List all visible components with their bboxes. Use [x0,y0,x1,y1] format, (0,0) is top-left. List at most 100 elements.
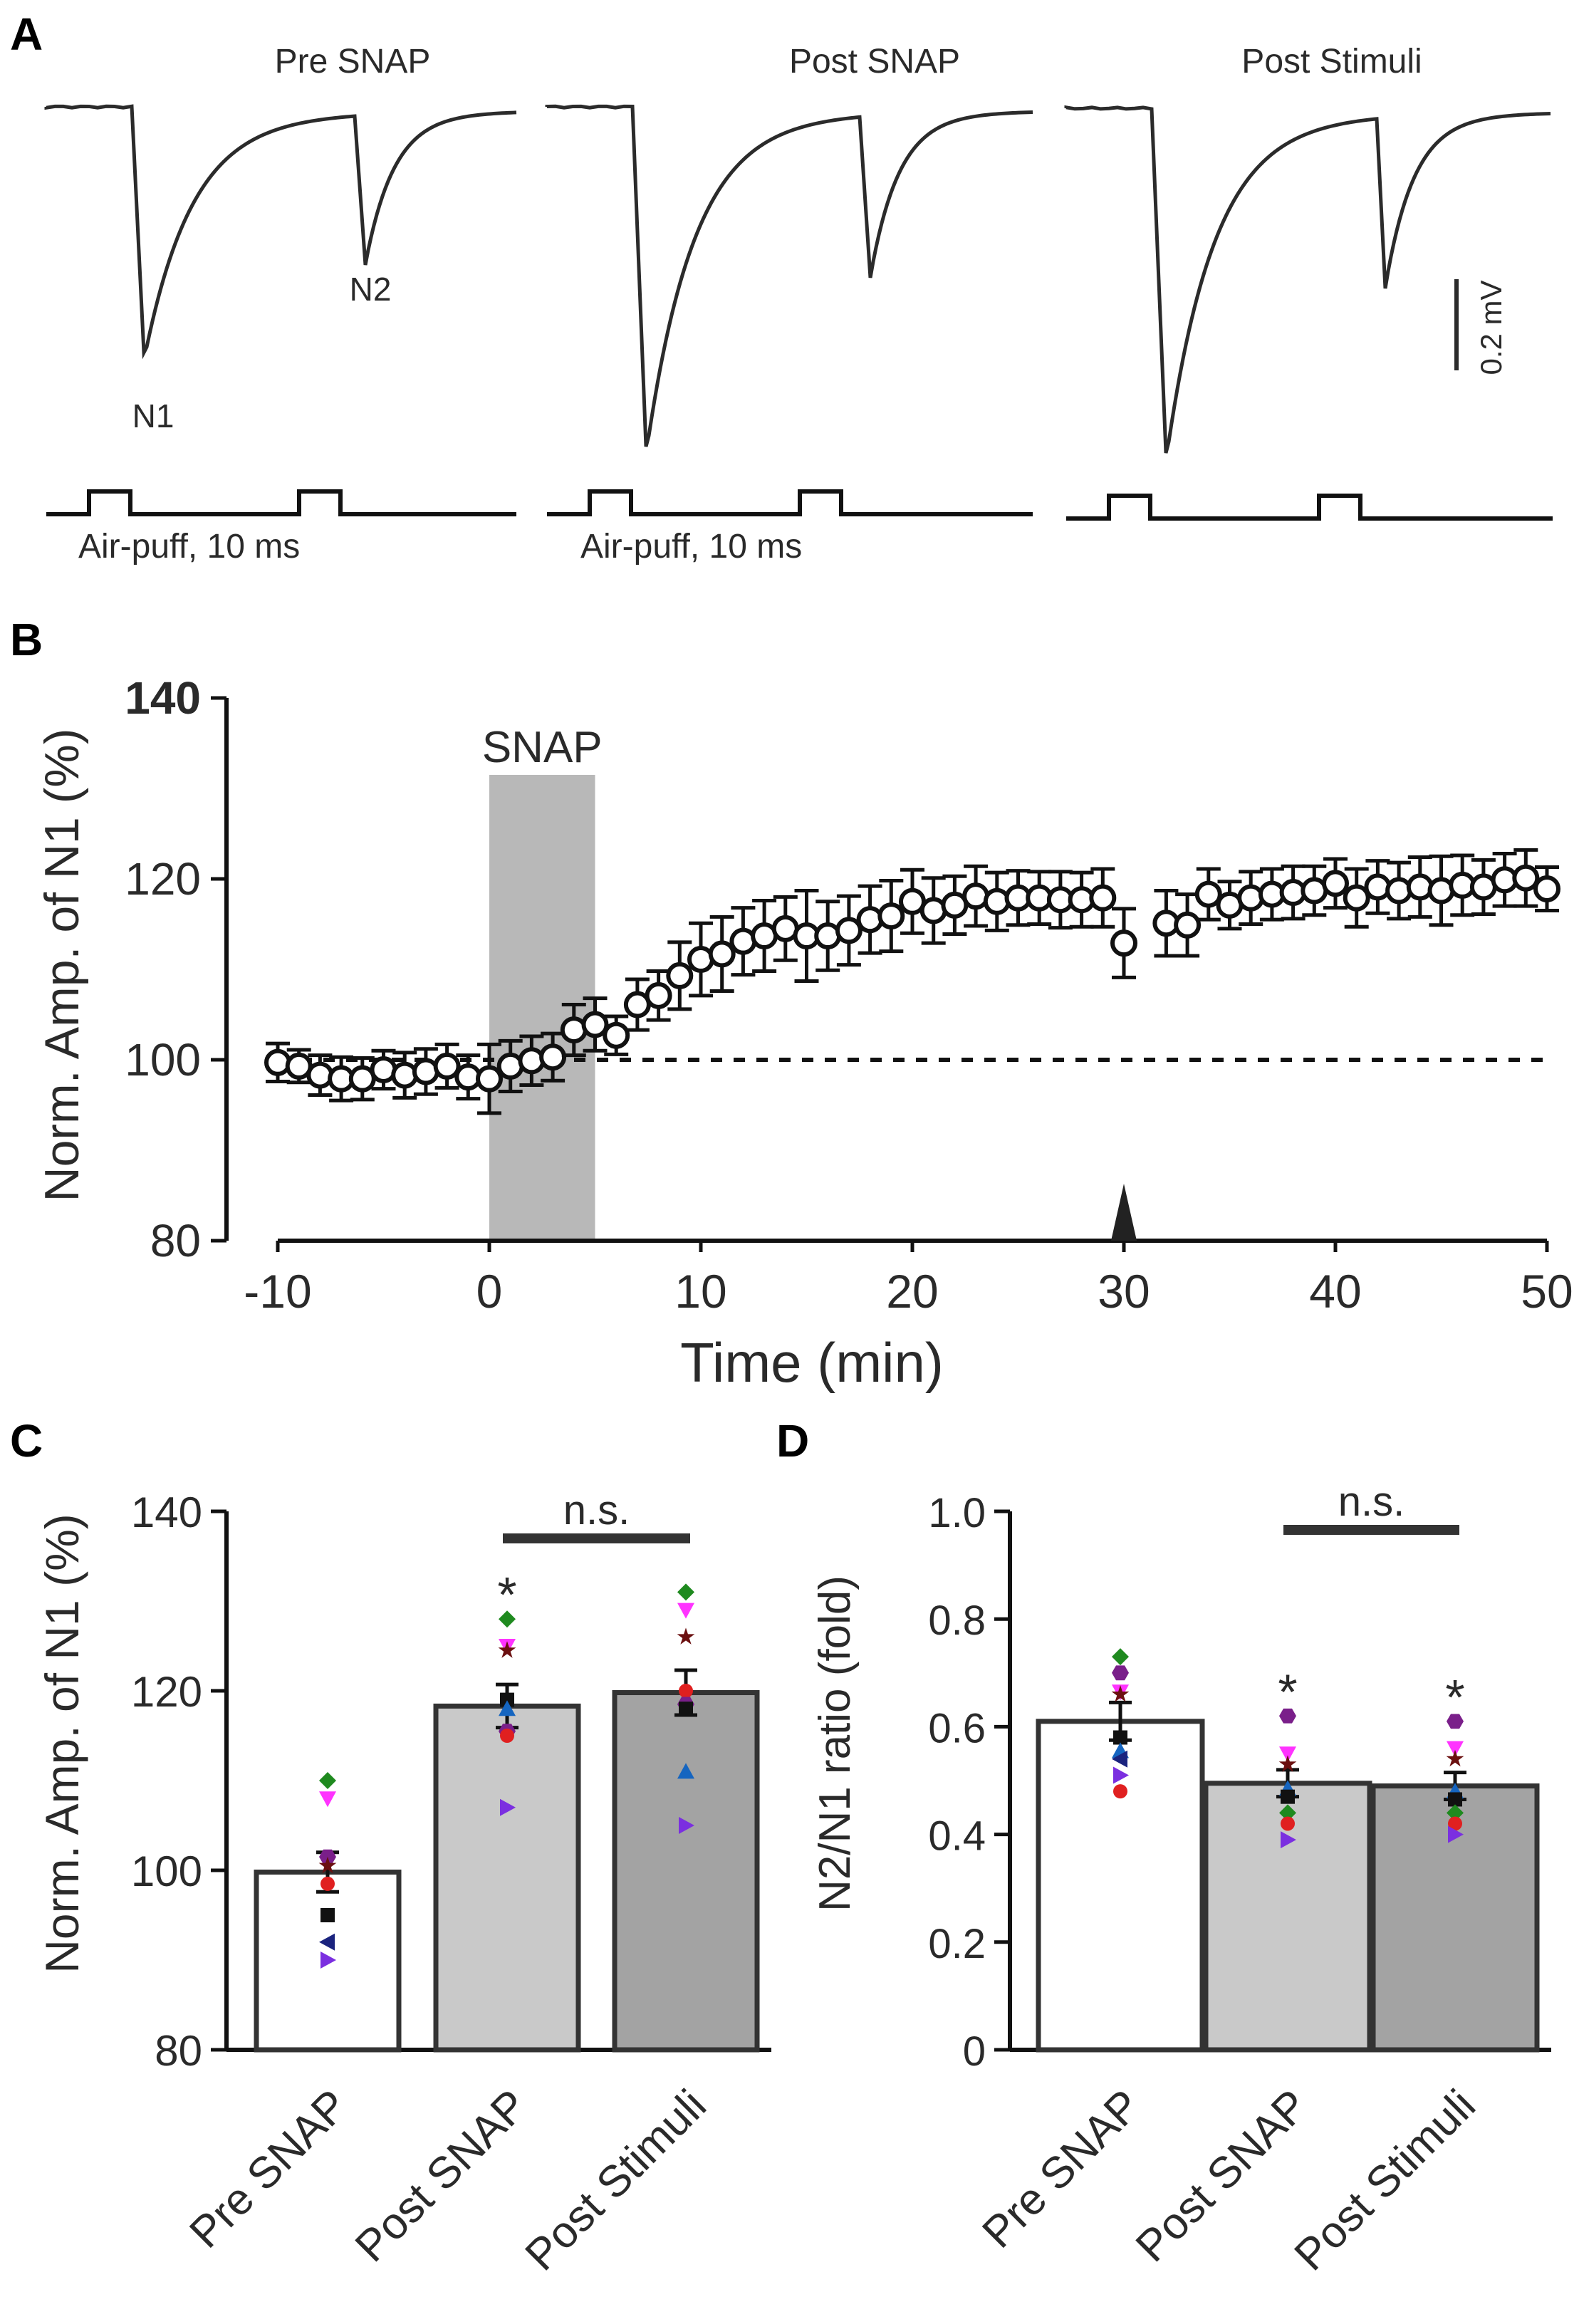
data-point [581,1011,609,1038]
data-point [1364,873,1392,901]
individual-point [1281,1831,1296,1849]
data-point [835,917,863,944]
y-tick-label: 0.2 [928,1921,986,1967]
individual-point [499,1700,516,1716]
time-course-chart: SNAP -10 0 10 20 30 40 50 80 100 120 140 Time (mi… [35,672,1573,1394]
data-point [1406,873,1434,901]
individual-point [1113,1730,1127,1745]
individual-point [1447,1741,1464,1757]
significance-marker: * [1278,1664,1297,1719]
individual-point [500,1692,514,1707]
y-tick-label: 120 [131,1668,202,1716]
category-label: Post Stimuli [1286,2080,1485,2280]
data-point [1385,877,1413,905]
panel-label-d: D [776,1415,809,1466]
x-tick-label: 50 [1521,1265,1573,1318]
individual-point [679,1702,693,1716]
y-tick-label: 80 [155,2027,202,2075]
data-point [1174,911,1202,939]
trace-title-pre-snap: Pre SNAP [275,43,431,80]
individual-point [1112,1648,1129,1666]
comparison-label: n.s. [563,1487,630,1533]
significance-marker: * [497,1567,516,1622]
data-point [433,1052,461,1080]
data-point [264,1048,291,1076]
individual-point [1279,1804,1296,1822]
data-point [1089,884,1117,912]
individual-point [679,1684,693,1698]
x-tick-label: 30 [1098,1265,1150,1318]
category-label: Pre SNAP [973,2080,1150,2258]
data-point [539,1043,567,1071]
individual-point [321,1952,336,1969]
bar-chart-c-y-title: Norm. Amp. of N1 (%) [36,1513,88,1973]
stimulus-trace-pre-snap [46,489,516,516]
trace-post-snap [545,104,1033,447]
y-tick-label: 0 [963,2028,986,2075]
individual-point [321,1908,335,1922]
y-tick-label: 140 [125,672,201,724]
y-tick-label: 80 [150,1215,201,1266]
individual-point [498,1641,516,1658]
stimulus-trace-post-snap [547,489,1033,516]
snap-band-label: SNAP [482,723,603,772]
individual-point [1279,1746,1296,1763]
y-tick-label: 100 [125,1034,201,1085]
individual-point [1448,1825,1464,1843]
data-point [877,902,905,930]
individual-point [499,1610,516,1628]
trace-pre-snap [44,104,517,360]
category-label: Pre SNAP [180,2080,358,2258]
individual-point [677,1603,694,1619]
data-point [708,940,736,968]
bar [612,1690,760,2053]
individual-point [1113,1766,1129,1784]
individual-point [319,1933,335,1951]
individual-point [677,1627,695,1645]
stimulus-marker-icon [1111,1184,1137,1241]
individual-point [319,1791,336,1808]
y-tick-label: 100 [131,1848,202,1895]
data-point [1194,880,1222,908]
y-tick-label: 0.4 [928,1813,986,1860]
individual-point [1446,1749,1464,1767]
panel-label-b: B [10,614,43,665]
x-axis-title: Time (min) [680,1331,944,1394]
x-axis-ticks: -10 0 10 20 30 40 50 [244,1241,1573,1318]
stimulus-label-pre-snap: Air-puff, 10 ms [78,528,300,566]
y-axis-ticks: 80 100 120 140 [125,672,226,1266]
y-tick-label: 140 [131,1489,202,1536]
trace-title-post-stimuli: Post Stimuli [1241,43,1422,80]
y-tick-label: 0.8 [928,1598,986,1644]
individual-point [1111,1685,1130,1702]
individual-point [500,1798,516,1816]
data-points [264,848,1560,1115]
data-point [1237,884,1265,912]
individual-point [1281,1816,1295,1831]
data-point [856,906,884,934]
stimulus-trace-post-stimuli [1066,494,1553,521]
individual-point [1279,1708,1296,1724]
comparison-label: n.s. [1338,1479,1405,1525]
panel-label-c: C [10,1415,43,1466]
individual-point [1278,1755,1297,1772]
individual-point [1448,1816,1462,1831]
individual-point [1112,1665,1129,1681]
x-tick-label: 20 [886,1265,938,1318]
data-point [476,1065,503,1093]
y-axis-title: Norm. Amp. of N1 (%) [35,728,89,1202]
stimulus-label-post-snap: Air-puff, 10 ms [580,528,802,566]
data-point [1322,870,1349,897]
data-point [983,887,1011,915]
individual-point [321,1876,335,1891]
significance-marker: * [1445,1669,1464,1725]
individual-point [319,1772,336,1789]
scale-bar-label: 0.2 mV [1474,280,1508,375]
individual-point [679,1817,694,1834]
individual-point [1448,1792,1462,1807]
